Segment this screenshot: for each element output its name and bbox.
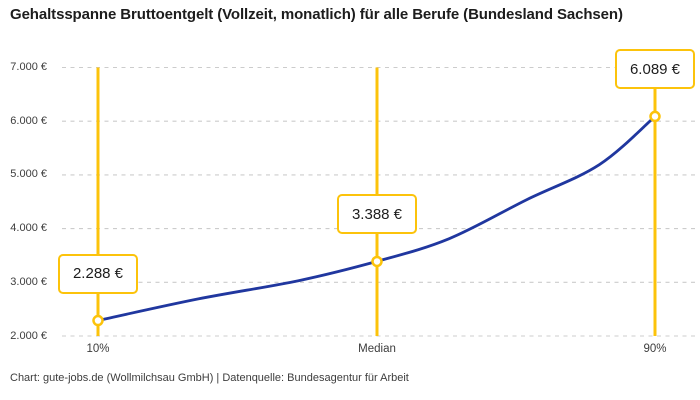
chart-title: Gehaltsspanne Bruttoentgelt (Vollzeit, m…	[10, 6, 623, 23]
chart-footer: Chart: gute-jobs.de (Wollmilchsau GmbH) …	[10, 372, 409, 384]
data-point-marker-median	[371, 255, 383, 268]
data-point-marker-10	[92, 314, 104, 327]
data-point-marker-90	[649, 110, 661, 123]
salary-curve	[96, 115, 657, 322]
